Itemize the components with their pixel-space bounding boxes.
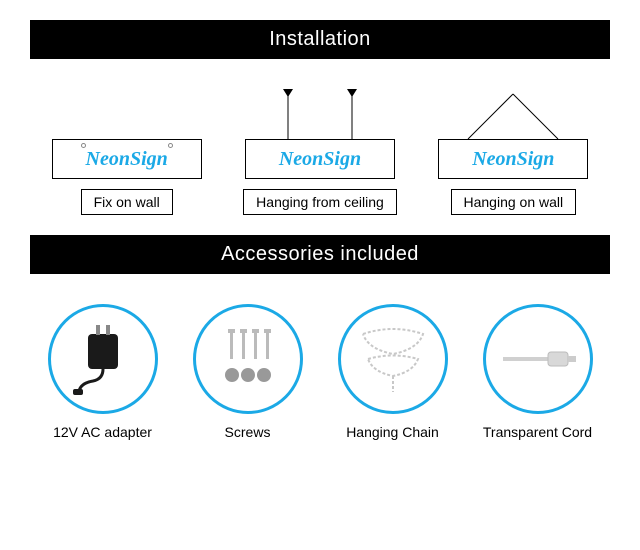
accessories-row: 12V AC adapter Screws: [0, 304, 640, 440]
accessory-caption: Screws: [225, 424, 271, 440]
accessory-cord: Transparent Cord: [473, 304, 603, 440]
accessory-caption: Hanging Chain: [346, 424, 439, 440]
accessory-caption: Transparent Cord: [483, 424, 592, 440]
installation-header: Installation: [30, 20, 610, 59]
install-item-wall-hang: NeonSign Hanging on wall: [423, 89, 603, 215]
chain-icon: [338, 304, 448, 414]
install-item-ceiling: NeonSign Hanging from ceiling: [230, 89, 410, 215]
diagram-wall-fix: NeonSign: [42, 89, 212, 179]
accessory-caption: 12V AC adapter: [53, 424, 152, 440]
sign-box: NeonSign: [438, 139, 588, 179]
sign-box: NeonSign: [52, 139, 202, 179]
install-caption: Hanging on wall: [451, 189, 577, 215]
diagram-wall-hang: NeonSign: [428, 89, 598, 179]
install-caption: Fix on wall: [81, 189, 173, 215]
sign-box: NeonSign: [245, 139, 395, 179]
adapter-icon: [48, 304, 158, 414]
sign-text: NeonSign: [86, 148, 168, 171]
accessory-screws: Screws: [183, 304, 313, 440]
mount-hole-icon: [168, 143, 173, 148]
sign-text: NeonSign: [279, 148, 361, 171]
accessory-chain: Hanging Chain: [328, 304, 458, 440]
cord-icon: [483, 304, 593, 414]
sign-text: NeonSign: [472, 148, 554, 171]
install-caption: Hanging from ceiling: [243, 189, 397, 215]
accessories-header: Accessories included: [30, 235, 610, 274]
screws-icon: [193, 304, 303, 414]
mount-hole-icon: [81, 143, 86, 148]
accessory-adapter: 12V AC adapter: [38, 304, 168, 440]
install-item-wall-fix: NeonSign Fix on wall: [37, 89, 217, 215]
diagram-ceiling: NeonSign: [235, 89, 405, 179]
installation-row: NeonSign Fix on wall NeonSign Hanging fr…: [0, 89, 640, 215]
